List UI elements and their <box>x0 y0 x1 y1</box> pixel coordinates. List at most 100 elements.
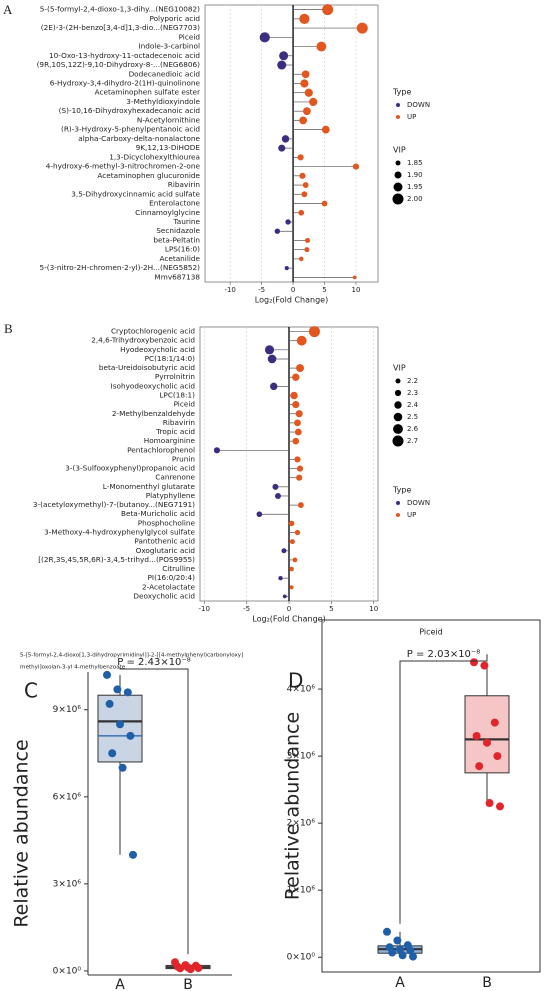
point <box>105 699 114 708</box>
point <box>126 731 135 740</box>
x-axis-label: Log₂(Fold Change) <box>255 296 328 305</box>
y-tick-label: Acetaminophen glucuronide <box>97 171 200 180</box>
y-tick-label: Phosphocholine <box>138 518 196 527</box>
point <box>322 4 334 16</box>
y-tick-label: Piceid <box>179 32 200 41</box>
point <box>213 447 221 454</box>
panel-letter: C <box>24 679 38 703</box>
point <box>297 154 304 161</box>
point <box>388 948 397 957</box>
x-tick-label: B <box>482 975 492 991</box>
y-tick-label: 5-(5-formyl-2,4-dioxo-1,3-dihy...(NEG100… <box>40 5 200 14</box>
point <box>409 952 417 961</box>
y-tick-label: 9K,12,13-DiHODE <box>136 143 201 152</box>
point <box>296 335 307 346</box>
point <box>305 237 311 243</box>
y-tick-label: alpha-Carboxy-delta-nonalactone <box>78 134 200 143</box>
point <box>282 594 287 599</box>
legend-key <box>396 103 400 107</box>
point <box>300 79 309 88</box>
point <box>316 41 327 52</box>
y-tick-label: Enterolactone <box>149 199 200 208</box>
y-tick-label: [(2R,3S,4S,5R,6R)-3,4,5-trihyd...(POS995… <box>38 555 195 564</box>
point <box>290 391 298 400</box>
size-key <box>395 160 401 166</box>
point <box>272 483 279 490</box>
y-tick-label: 2,4,6-Trihydroxybenzoic acid <box>91 336 195 345</box>
y-tick-label: Homoarginine <box>144 436 196 445</box>
point <box>275 492 281 499</box>
y-tick-label: Citrulline <box>162 564 195 573</box>
chart-title: 5-[5-formyl-2,4-dioxo[1,3-dihydropyrimid… <box>20 653 243 659</box>
point <box>270 382 278 391</box>
size-key <box>394 401 402 409</box>
legend-label: 2.4 <box>407 401 419 409</box>
plot-frame <box>204 4 379 283</box>
point <box>299 172 306 179</box>
point <box>493 752 502 761</box>
y-tick-label: 4×10⁶ <box>287 685 316 695</box>
y-tick-label: 6-Hydroxy-3,4-dihydro-2(1H)-quinolinone <box>50 78 201 87</box>
point <box>288 520 295 527</box>
point <box>292 401 300 409</box>
legend-key <box>396 115 400 119</box>
point <box>475 762 484 771</box>
point <box>281 548 287 554</box>
x-tick-label: 0 <box>287 605 291 613</box>
y-tick-label: 3-(3-Sulfooxyphenyl)propanoic acid <box>65 464 195 473</box>
y-tick-label: (R)-3-Hydroxy-5-phenylpentanoic acid <box>61 125 200 134</box>
y-tick-label: Indole-3-carbinol <box>138 42 200 51</box>
point <box>186 965 195 974</box>
size-key <box>394 389 402 397</box>
y-tick-label: 5-(3-nitro-2H-chromen-2-yl)-2H...(NEG585… <box>40 263 201 272</box>
y-axis-label: Relative abundance <box>282 712 304 900</box>
y-tick-label: Beta-Muricholic acid <box>121 509 195 518</box>
x-tick-label: -10 <box>199 605 210 613</box>
x-tick-label: 5 <box>322 286 326 294</box>
y-tick-label: (9R,10S,12Z)-9,10-Dihydroxy-8-...(NEG680… <box>37 60 201 69</box>
bracket <box>119 666 189 955</box>
size-key <box>395 378 401 384</box>
y-tick-label: N-Acetylornithine <box>137 115 201 124</box>
y-tick-label: Canrenone <box>155 473 195 482</box>
y-tick-label: 6×10⁶ <box>53 792 82 802</box>
x-tick-label: -10 <box>224 286 235 294</box>
y-tick-label: Dodecanedioic acid <box>129 69 200 78</box>
point <box>383 927 391 936</box>
point <box>108 749 117 758</box>
y-tick-label: Prunin <box>172 454 195 463</box>
point <box>472 731 481 740</box>
point <box>296 474 303 481</box>
legend-title: VIP <box>393 364 406 373</box>
size-key <box>392 435 404 447</box>
legend-title: Type <box>392 88 411 97</box>
point <box>279 51 289 61</box>
y-tick-label: 1×10⁶ <box>287 886 316 896</box>
x-tick-label: 0 <box>291 286 295 294</box>
y-tick-label: Acetaminophen sulfate ester <box>95 88 200 97</box>
point <box>490 718 499 727</box>
y-tick-label: 0×10⁰ <box>287 953 316 963</box>
legend-key <box>396 513 400 517</box>
point <box>309 97 318 107</box>
legend-label: 1.90 <box>407 171 423 179</box>
y-tick-label: 1,3-Dicyclohexylthiourea <box>109 152 200 161</box>
y-tick-label: 2×10⁶ <box>287 819 316 829</box>
point <box>299 116 308 125</box>
point <box>304 247 310 253</box>
legend-title: VIP <box>393 146 406 155</box>
point <box>396 945 404 954</box>
y-tick-label: Pentachlorophenol <box>127 445 195 454</box>
point <box>274 228 281 234</box>
legend-label: DOWN <box>407 499 430 507</box>
point <box>259 32 270 43</box>
x-tick-label: 5 <box>329 605 333 613</box>
legend-label: 2.2 <box>407 377 418 385</box>
point <box>301 70 310 79</box>
point <box>289 566 294 572</box>
point <box>297 502 304 509</box>
point <box>496 802 504 811</box>
y-tick-label: Secnidazole <box>156 226 200 235</box>
legend-label: 1.95 <box>407 183 423 191</box>
